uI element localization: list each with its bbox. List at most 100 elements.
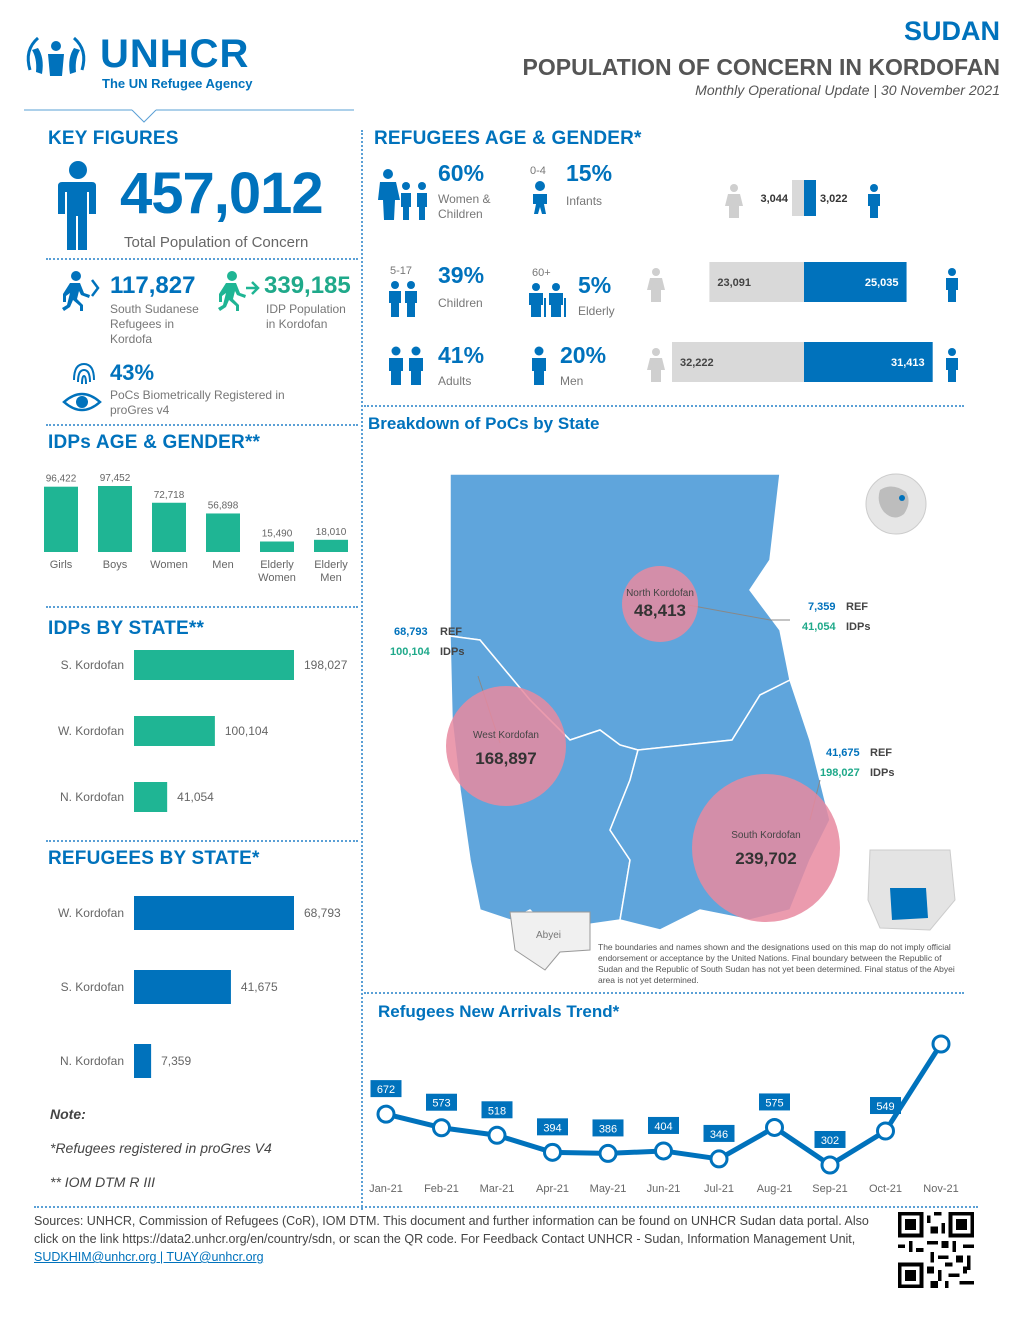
trend-value-badge: [648, 1116, 679, 1134]
idps-label: IDP Population in Kordofan: [266, 302, 346, 331]
note-heading: Note:: [50, 1106, 86, 1122]
divider: [46, 840, 358, 842]
country-title: SUDAN: [903, 16, 1000, 46]
west-idps-value: 100,104: [390, 646, 431, 658]
divider: [46, 258, 358, 260]
idp-age-bar-value: 96,422: [46, 474, 77, 485]
state-bar: [134, 1044, 152, 1078]
note-refugees: *Refugees registered in proGres V4: [50, 1140, 272, 1156]
abyei-shape: [509, 911, 591, 971]
state-bar-value: 41,054: [177, 790, 214, 804]
arrivals-trend-chart: 672 Jan-21 573 Feb-21 518 Mar-21 394 Apr-21 386 M…: [369, 1034, 959, 1195]
footer-text: Sources: UNHCR, Commission of Refugees (…: [34, 1212, 876, 1266]
south-idps-value: 198,027: [820, 767, 860, 779]
trend-value-badge: [870, 1097, 901, 1115]
idp-age-bar-value: 56,898: [208, 500, 239, 511]
refugees-age-gender-heading: REFUGEES AGE & GENDER*: [374, 128, 642, 149]
idp-age-bar: [206, 513, 240, 552]
idp-age-category-label: Men: [320, 572, 341, 584]
female-icon: [647, 268, 665, 302]
trend-value-badge: [759, 1093, 790, 1111]
north-idps-label: IDPs: [846, 621, 870, 633]
idps-by-state-chart: S. Kordofan 198,027 W. Kordofan 100,104 N. K…: [58, 650, 348, 812]
trend-month-label: Jul-21: [704, 1183, 734, 1195]
refugees-label: South Sudanese Refugees in Kordofa: [110, 302, 199, 346]
trend-value-badge: [592, 1119, 624, 1137]
trend-value-label: 302: [821, 1135, 839, 1147]
idp-age-category-label: Women: [150, 559, 188, 571]
idp-age-category-label: Girls: [50, 559, 73, 571]
trend-point: [709, 1149, 729, 1169]
trend-value-label: 346: [710, 1129, 728, 1141]
west-kordofan-bubble: [446, 686, 566, 806]
brand-tagline: The UN Refugee Agency: [102, 76, 253, 91]
state-label: S. Kordofan: [61, 658, 124, 672]
refugees-by-state-chart: W. Kordofan 68,793 S. Kordofan 41,675 N. Kor…: [58, 896, 341, 1078]
idps-by-state-heading: IDPs BY STATE**: [48, 618, 205, 639]
state-bar-value: 41,675: [241, 980, 278, 994]
north-idps-value: 41,054: [802, 621, 837, 633]
idps-value: 339,185: [264, 272, 351, 299]
refugees-by-state-heading: REFUGEES BY STATE*: [48, 848, 260, 869]
divider: [364, 405, 964, 407]
elderly-value: 5%: [578, 272, 612, 298]
state-label: W. Kordofan: [58, 906, 124, 920]
trend-month-label: Sep-21: [812, 1183, 847, 1195]
key-figures-heading: KEY FIGURES: [48, 128, 179, 149]
trend-month-label: Jan-21: [369, 1183, 403, 1195]
qr-code-icon[interactable]: [898, 1212, 974, 1288]
state-label: S. Kordofan: [61, 980, 124, 994]
trend-value-label: 394: [543, 1122, 561, 1134]
idp-walking-icon: [218, 271, 260, 311]
idp-age-bar: [260, 541, 294, 552]
abyei-label: Abyei: [536, 930, 561, 941]
north-kordofan-name: North Kordofan: [626, 588, 694, 599]
person-icon: [58, 161, 96, 250]
refugee-walking-icon: [62, 271, 100, 311]
south-ref-label: REF: [870, 747, 892, 759]
header-divider: [24, 109, 354, 123]
men-value: 20%: [560, 342, 607, 368]
trend-month-label: Mar-21: [480, 1183, 515, 1195]
refugees-value: 117,827: [110, 272, 196, 299]
south-ref-value: 41,675: [826, 747, 860, 759]
note-idps: ** IOM DTM R III: [50, 1174, 155, 1190]
adults-value: 41%: [438, 342, 485, 368]
sudan-inset-map: [860, 836, 960, 936]
man-icon: [532, 346, 546, 385]
idp-age-bar: [314, 539, 348, 552]
south-kordofan-bubble: [692, 774, 840, 922]
north-kordofan-bubble: [622, 566, 698, 642]
divider: [364, 992, 964, 994]
idp-age-bar: [98, 486, 132, 552]
trend-month-label: Apr-21: [536, 1183, 569, 1195]
male-icon: [868, 184, 880, 218]
divider: [46, 606, 358, 608]
state-bar-value: 7,359: [161, 1054, 191, 1068]
idp-age-bar-value: 15,490: [262, 529, 293, 540]
footer-email-link[interactable]: SUDKHIM@unhcr.org | TUAY@unhcr.org: [34, 1250, 264, 1264]
trend-month-label: Nov-21: [923, 1183, 958, 1195]
children-icon: [389, 281, 417, 317]
women-children-value: 60%: [438, 160, 485, 186]
state-bar: [134, 716, 215, 746]
idp-age-bar-value: 97,452: [100, 473, 131, 484]
trend-point: [432, 1118, 451, 1138]
men-label: Men: [560, 374, 584, 388]
south-kordofan-name: South Kordofan: [731, 830, 801, 841]
state-bar: [134, 650, 294, 680]
west-ref-value: 68,793: [394, 626, 428, 638]
unhcr-logo: UNHCR The UN Refugee Agency: [20, 30, 290, 100]
brand-name: UNHCR: [100, 32, 250, 76]
idps-age-gender-heading: IDPs AGE & GENDER**: [48, 432, 261, 453]
idp-age-bar: [44, 486, 78, 552]
trend-point: [487, 1125, 507, 1145]
state-bar-value: 100,104: [225, 724, 269, 738]
unhcr-emblem-icon: [26, 36, 86, 76]
trend-point: [543, 1142, 562, 1162]
page-subtitle: Monthly Operational Update | 30 November…: [695, 82, 1000, 98]
trend-value-badge: [703, 1124, 735, 1142]
state-bar-value: 68,793: [304, 906, 341, 920]
infants-range: 0-4: [530, 165, 546, 177]
north-kordofan-total: 48,413: [634, 601, 686, 620]
